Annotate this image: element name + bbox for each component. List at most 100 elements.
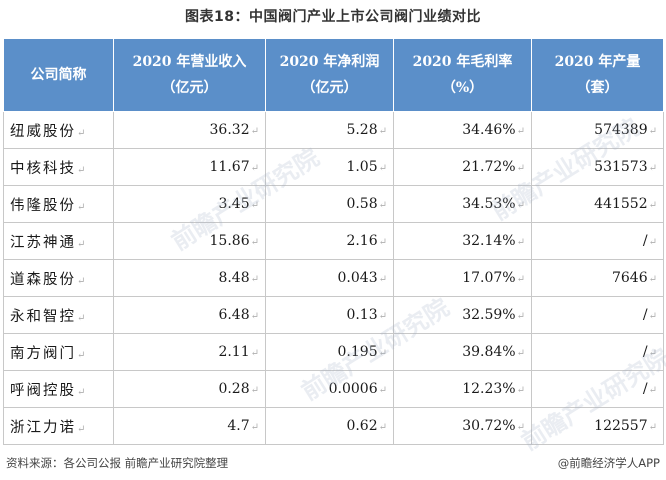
- paragraph-mark-icon: ↵: [378, 126, 387, 137]
- cell-output: 122557↵: [531, 407, 664, 445]
- cell-value: 574389: [594, 122, 648, 138]
- paragraph-mark-icon: ↵: [516, 274, 525, 285]
- paragraph-mark-icon: ↵: [648, 385, 657, 396]
- paragraph-mark-icon: ↵: [77, 312, 86, 324]
- cell-value: 30.72%: [462, 418, 516, 434]
- paragraph-mark-icon: ↵: [250, 163, 259, 174]
- cell-value: 永和智控: [10, 308, 76, 325]
- cell-company: 南方阀门↵: [3, 333, 114, 371]
- table-row: 呼阀控股↵ 0.28↵ 0.0006↵ 12.23%↵/↵: [3, 370, 664, 408]
- cell-value: 0.58: [346, 196, 378, 212]
- table-row: 浙江力诺↵ 4.7↵ 0.62↵ 30.72%↵ 122557↵: [3, 407, 664, 445]
- cell-output: 574389↵: [531, 111, 664, 149]
- cell-output: 7646↵: [531, 259, 664, 297]
- cell-value: 道森股份: [10, 271, 76, 288]
- cell-value: 2.16: [346, 233, 378, 249]
- cell-company: 呼阀控股↵: [3, 370, 114, 408]
- cell-net-profit: 0.13↵: [265, 296, 394, 334]
- cell-value: 34.53%: [462, 196, 516, 212]
- cell-value: /: [642, 344, 648, 360]
- cell-value: 531573: [594, 159, 648, 175]
- cell-gross-margin: 17.07%↵: [393, 259, 532, 297]
- paragraph-mark-icon: ↵: [250, 126, 259, 137]
- cell-output: /↵: [531, 333, 664, 371]
- cell-value: /: [642, 233, 648, 249]
- paragraph-mark-icon: ↵: [648, 311, 657, 322]
- table-row: 纽威股份↵ 36.32↵ 5.28↵ 34.46%↵ 574389↵: [3, 111, 664, 149]
- paragraph-mark-icon: ↵: [250, 385, 259, 396]
- paragraph-mark-icon: ↵: [516, 311, 525, 322]
- paragraph-mark-icon: ↵: [77, 127, 86, 139]
- brand-credit: @前瞻经济学人APP: [557, 456, 660, 470]
- header-net-profit: 2020 年净利润 （亿元）: [265, 38, 394, 112]
- cell-revenue: 8.48↵: [113, 259, 266, 297]
- paragraph-mark-icon: ↵: [77, 201, 86, 213]
- cell-value: 浙江力诺: [10, 419, 76, 436]
- paragraph-mark-icon: ↵: [516, 237, 525, 248]
- footer: 资料来源：各公司公报 前瞻产业研究院整理 @前瞻经济学人APP: [6, 455, 660, 471]
- header-gross-margin: 2020 年毛利率 （%）: [393, 38, 532, 112]
- cell-output: 441552↵: [531, 185, 664, 223]
- paragraph-mark-icon: ↵: [378, 274, 387, 285]
- paragraph-mark-icon: ↵: [648, 274, 657, 285]
- paragraph-mark-icon: ↵: [77, 349, 86, 361]
- cell-company: 永和智控↵: [3, 296, 114, 334]
- cell-revenue: 11.67↵: [113, 148, 266, 186]
- cell-value: 2.11: [218, 344, 250, 360]
- cell-gross-margin: 32.14%↵: [393, 222, 532, 260]
- cell-net-profit: 0.62↵: [265, 407, 394, 445]
- cell-output: 531573↵: [531, 148, 664, 186]
- cell-revenue: 36.32↵: [113, 111, 266, 149]
- cell-net-profit: 0.043↵: [265, 259, 394, 297]
- paragraph-mark-icon: ↵: [378, 200, 387, 211]
- cell-output: /↵: [531, 296, 664, 334]
- cell-value: 中核科技: [10, 160, 76, 177]
- cell-company: 江苏神通↵: [3, 222, 114, 260]
- cell-value: /: [642, 381, 648, 397]
- cell-value: 36.32: [209, 122, 250, 138]
- cell-revenue: 3.45↵: [113, 185, 266, 223]
- cell-net-profit: 5.28↵: [265, 111, 394, 149]
- cell-value: 伟隆股份: [10, 197, 76, 214]
- cell-net-profit: 1.05↵: [265, 148, 394, 186]
- cell-value: 南方阀门: [10, 345, 76, 362]
- cell-company: 浙江力诺↵: [3, 407, 114, 445]
- paragraph-mark-icon: ↵: [648, 126, 657, 137]
- paragraph-mark-icon: ↵: [648, 163, 657, 174]
- paragraph-mark-icon: ↵: [77, 164, 86, 176]
- paragraph-mark-icon: ↵: [516, 126, 525, 137]
- cell-value: 0.0006: [328, 381, 378, 397]
- cell-value: 0.13: [346, 307, 378, 323]
- cell-gross-margin: 30.72%↵: [393, 407, 532, 445]
- paragraph-mark-icon: ↵: [648, 422, 657, 433]
- cell-value: 呼阀控股: [10, 382, 76, 399]
- cell-value: 15.86: [209, 233, 250, 249]
- paragraph-mark-icon: ↵: [77, 386, 86, 398]
- cell-value: 纽威股份: [10, 123, 76, 140]
- cell-value: 6.48: [218, 307, 250, 323]
- paragraph-mark-icon: ↵: [648, 200, 657, 211]
- table-header-row: 公司简称 2020 年营业收入 （亿元） 2020 年净利润 （亿元） 2020…: [3, 38, 664, 112]
- cell-value: 32.59%: [462, 307, 516, 323]
- paragraph-mark-icon: ↵: [516, 422, 525, 433]
- table-body: 纽威股份↵ 36.32↵ 5.28↵ 34.46%↵ 574389↵ 中核科技↵ 11.67…: [3, 111, 664, 445]
- cell-value: 11.67: [209, 159, 250, 175]
- chart-title: 图表18：中国阀门产业上市公司阀门业绩对比: [185, 9, 481, 25]
- cell-gross-margin: 12.23%↵: [393, 370, 532, 408]
- paragraph-mark-icon: ↵: [516, 385, 525, 396]
- cell-net-profit: 0.58↵: [265, 185, 394, 223]
- paragraph-mark-icon: ↵: [250, 348, 259, 359]
- cell-company: 纽威股份↵: [3, 111, 114, 149]
- cell-company: 道森股份↵: [3, 259, 114, 297]
- table-row: 江苏神通↵ 15.86↵ 2.16↵ 32.14%↵/↵: [3, 222, 664, 260]
- cell-gross-margin: 34.53%↵: [393, 185, 532, 223]
- paragraph-mark-icon: ↵: [516, 348, 525, 359]
- cell-value: 8.48: [218, 270, 250, 286]
- table-row: 伟隆股份↵ 3.45↵ 0.58↵ 34.53%↵ 441552↵: [3, 185, 664, 223]
- performance-table: 公司简称 2020 年营业收入 （亿元） 2020 年净利润 （亿元） 2020…: [3, 38, 664, 445]
- cell-value: 122557: [594, 418, 648, 434]
- paragraph-mark-icon: ↵: [77, 238, 86, 250]
- cell-output: /↵: [531, 222, 664, 260]
- cell-value: 21.72%: [462, 159, 516, 175]
- cell-revenue: 6.48↵: [113, 296, 266, 334]
